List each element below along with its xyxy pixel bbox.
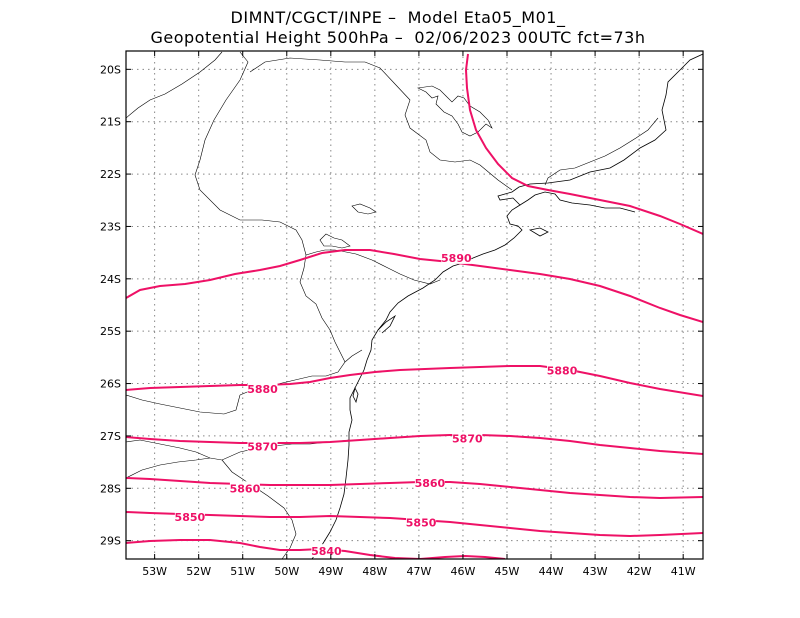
border-mg-sp: [249, 57, 513, 191]
lat-label: 21S: [100, 116, 121, 129]
lon-label: 52W: [186, 565, 211, 578]
contour-label: 5870: [452, 433, 483, 446]
contour-5900: [464, 53, 703, 235]
border-sc-rs: [126, 439, 350, 461]
contour-labels: 5890 5880 5880 5870 5870 5860 5860 5850 5850 5840: [174, 250, 578, 558]
longitude-axis: 53W 52W 51W 50W 49W 48W 47W 46W 45W 44W 43W 42W 41W: [142, 51, 696, 578]
lon-label: 45W: [495, 565, 520, 578]
contour-label: 5880: [547, 364, 578, 377]
lon-label: 43W: [583, 565, 608, 578]
lat-label: 26S: [100, 378, 121, 391]
contour-5870: [126, 434, 703, 455]
contour-label-bg: [311, 544, 342, 558]
contour-label-bg: [247, 381, 278, 395]
contour-5890: [126, 249, 703, 323]
lon-label: 50W: [274, 565, 299, 578]
reservoir-tiete: [351, 203, 377, 215]
lat-label: 27S: [100, 430, 121, 443]
contour-label-bg: [441, 250, 472, 264]
lon-label: 44W: [539, 565, 564, 578]
lat-lon-grid: [126, 51, 703, 559]
lon-label: 51W: [230, 565, 255, 578]
map-title-line2: Geopotential Height 500hPa – 02/06/2023 …: [150, 28, 646, 47]
contour-label: 5860: [230, 482, 261, 495]
lat-label: 22S: [100, 168, 121, 181]
border-ms-pr: [126, 51, 223, 119]
contour-label: 5850: [406, 516, 437, 529]
geopotential-contours: [126, 53, 703, 559]
border-pr-paraguay: [299, 254, 346, 363]
contour-label-bg: [247, 439, 278, 453]
lon-label: 47W: [406, 565, 431, 578]
contour-label-bg: [174, 510, 205, 524]
reservoir-parana: [319, 233, 351, 249]
coastline: [311, 53, 703, 559]
contour-label: 5880: [247, 383, 278, 396]
lon-label: 42W: [627, 565, 652, 578]
contour-label: 5840: [311, 545, 342, 558]
lat-label: 23S: [100, 220, 121, 233]
border-rs-uruguay: [126, 457, 211, 479]
border-ms-sp: [194, 51, 307, 256]
lon-label: 41W: [671, 565, 696, 578]
paranagua-bay: [377, 314, 397, 334]
border-rs-argentina-south: [221, 459, 297, 559]
border-argentina: [126, 394, 241, 415]
map-title-line1: DIMNT/CGCT/INPE – Model Eta05_M01_: [230, 8, 566, 27]
island-santa-catarina: [352, 386, 359, 404]
lon-label: 46W: [451, 565, 476, 578]
lat-label: 24S: [100, 273, 121, 286]
coastline-north-bay: [519, 191, 636, 213]
contour-label: 5860: [415, 477, 446, 490]
lat-label: 29S: [100, 535, 121, 548]
island-sao-sebastiao: [528, 227, 549, 237]
lon-label: 53W: [142, 565, 167, 578]
contour-5880: [126, 365, 703, 397]
lat-label: 20S: [100, 63, 121, 76]
contour-5850: [126, 511, 703, 538]
contour-label-bg: [452, 431, 483, 445]
lat-label: 28S: [100, 482, 121, 495]
border-sp-pr: [305, 249, 441, 285]
map-frame: [125, 50, 704, 560]
contour-label-bg: [406, 515, 437, 529]
latitude-axis: 20S 21S 22S 23S 24S 25S 26S 27S 28S 29S: [100, 63, 703, 548]
border-mg-rj: [544, 117, 659, 186]
lon-label: 49W: [318, 565, 343, 578]
reservoir-furnas: [417, 85, 493, 137]
lon-label: 48W: [362, 565, 387, 578]
contour-label-bg: [547, 363, 578, 377]
contour-label: 5890: [441, 252, 472, 265]
contour-label: 5850: [175, 511, 206, 524]
contour-label: 5870: [247, 440, 278, 453]
contour-label-bg: [414, 476, 445, 490]
lat-label: 25S: [100, 325, 121, 338]
contour-label-bg: [229, 481, 260, 495]
contour-5860: [126, 477, 703, 500]
